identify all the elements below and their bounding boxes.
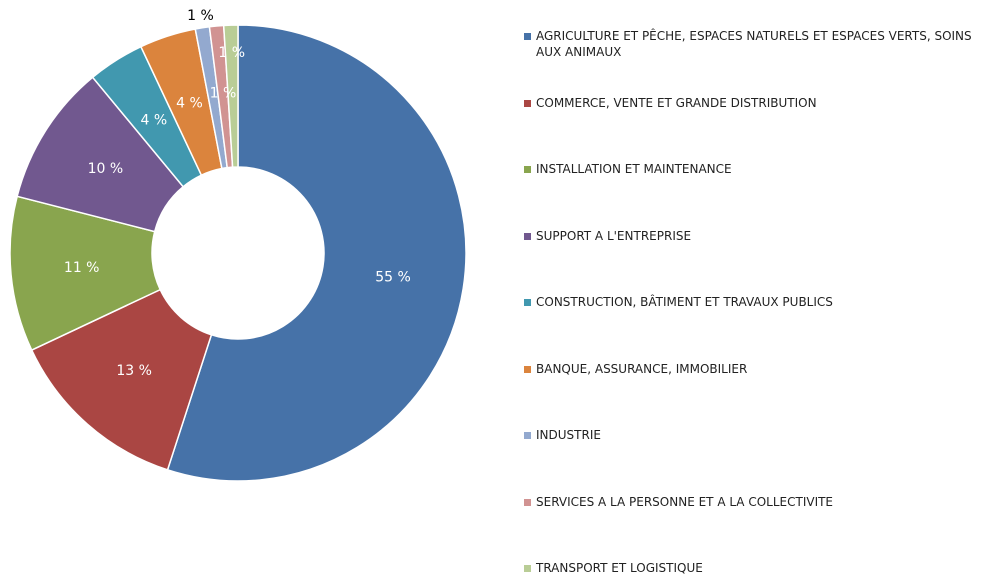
legend-swatch	[524, 299, 531, 306]
data-label: 1 %	[210, 86, 237, 102]
legend-item: TRANSPORT ET LOGISTIQUE	[524, 560, 989, 576]
donut-slice	[9, 195, 162, 352]
legend-swatch	[524, 498, 531, 506]
legend-label: SUPPORT A L'ENTREPRISE	[536, 228, 692, 243]
data-label: 4 %	[141, 112, 168, 128]
legend-label: INSTALLATION ET MAINTENANCE	[536, 162, 732, 176]
data-label: 4 %	[176, 96, 203, 112]
data-label: 55 %	[375, 270, 411, 286]
data-label: 13 %	[116, 363, 152, 379]
legend-swatch	[524, 565, 531, 572]
legend-label: BANQUE, ASSURANCE, IMMOBILIER	[536, 361, 748, 376]
legend-swatch	[524, 33, 531, 40]
legend-item: CONSTRUCTION, BÂTIMENT ET TRAVAUX PUBLIC…	[524, 294, 989, 310]
donut-slice	[16, 76, 185, 233]
legend-item: BANQUE, ASSURANCE, IMMOBILIER	[524, 361, 989, 377]
legend-label: SERVICES A LA PERSONNE ET A LA COLLECTIV…	[536, 494, 834, 509]
legend-item: INSTALLATION ET MAINTENANCE	[524, 161, 989, 177]
legend-swatch	[524, 232, 531, 240]
donut-slice	[30, 288, 213, 471]
legend-item: INDUSTRIE	[524, 427, 989, 443]
legend-item: COMMERCE, VENTE ET GRANDE DISTRIBUTION	[524, 95, 989, 111]
legend-label: CONSTRUCTION, BÂTIMENT ET TRAVAUX PUBLIC…	[536, 295, 833, 309]
legend-item: SUPPORT A L'ENTREPRISE	[524, 228, 989, 244]
donut-slice	[222, 24, 239, 168]
data-label: 11 %	[64, 260, 100, 276]
legend-swatch	[524, 365, 531, 373]
legend-swatch	[524, 99, 531, 107]
legend-label: INDUSTRIE	[536, 428, 601, 442]
chart: 55 % 13 % 11 % 10 % 4 % 4 % 1 % 1 % 1 %	[9, 8, 467, 482]
data-label: 1 %	[218, 45, 245, 61]
data-label: 1 %	[187, 8, 214, 24]
data-label: 10 %	[88, 161, 124, 177]
legend-item: AGRICULTURE ET PÊCHE, ESPACES NATURELS E…	[524, 28, 989, 60]
legend-label: COMMERCE, VENTE ET GRANDE DISTRIBUTION	[536, 95, 817, 110]
legend-swatch	[524, 432, 531, 439]
legend-label: TRANSPORT ET LOGISTIQUE	[536, 561, 703, 575]
legend-swatch	[524, 166, 531, 173]
legend-label: AGRICULTURE ET PÊCHE, ESPACES NATURELS E…	[536, 29, 972, 59]
donut-slice	[166, 24, 467, 482]
legend-item: SERVICES A LA PERSONNE ET A LA COLLECTIV…	[524, 494, 989, 510]
